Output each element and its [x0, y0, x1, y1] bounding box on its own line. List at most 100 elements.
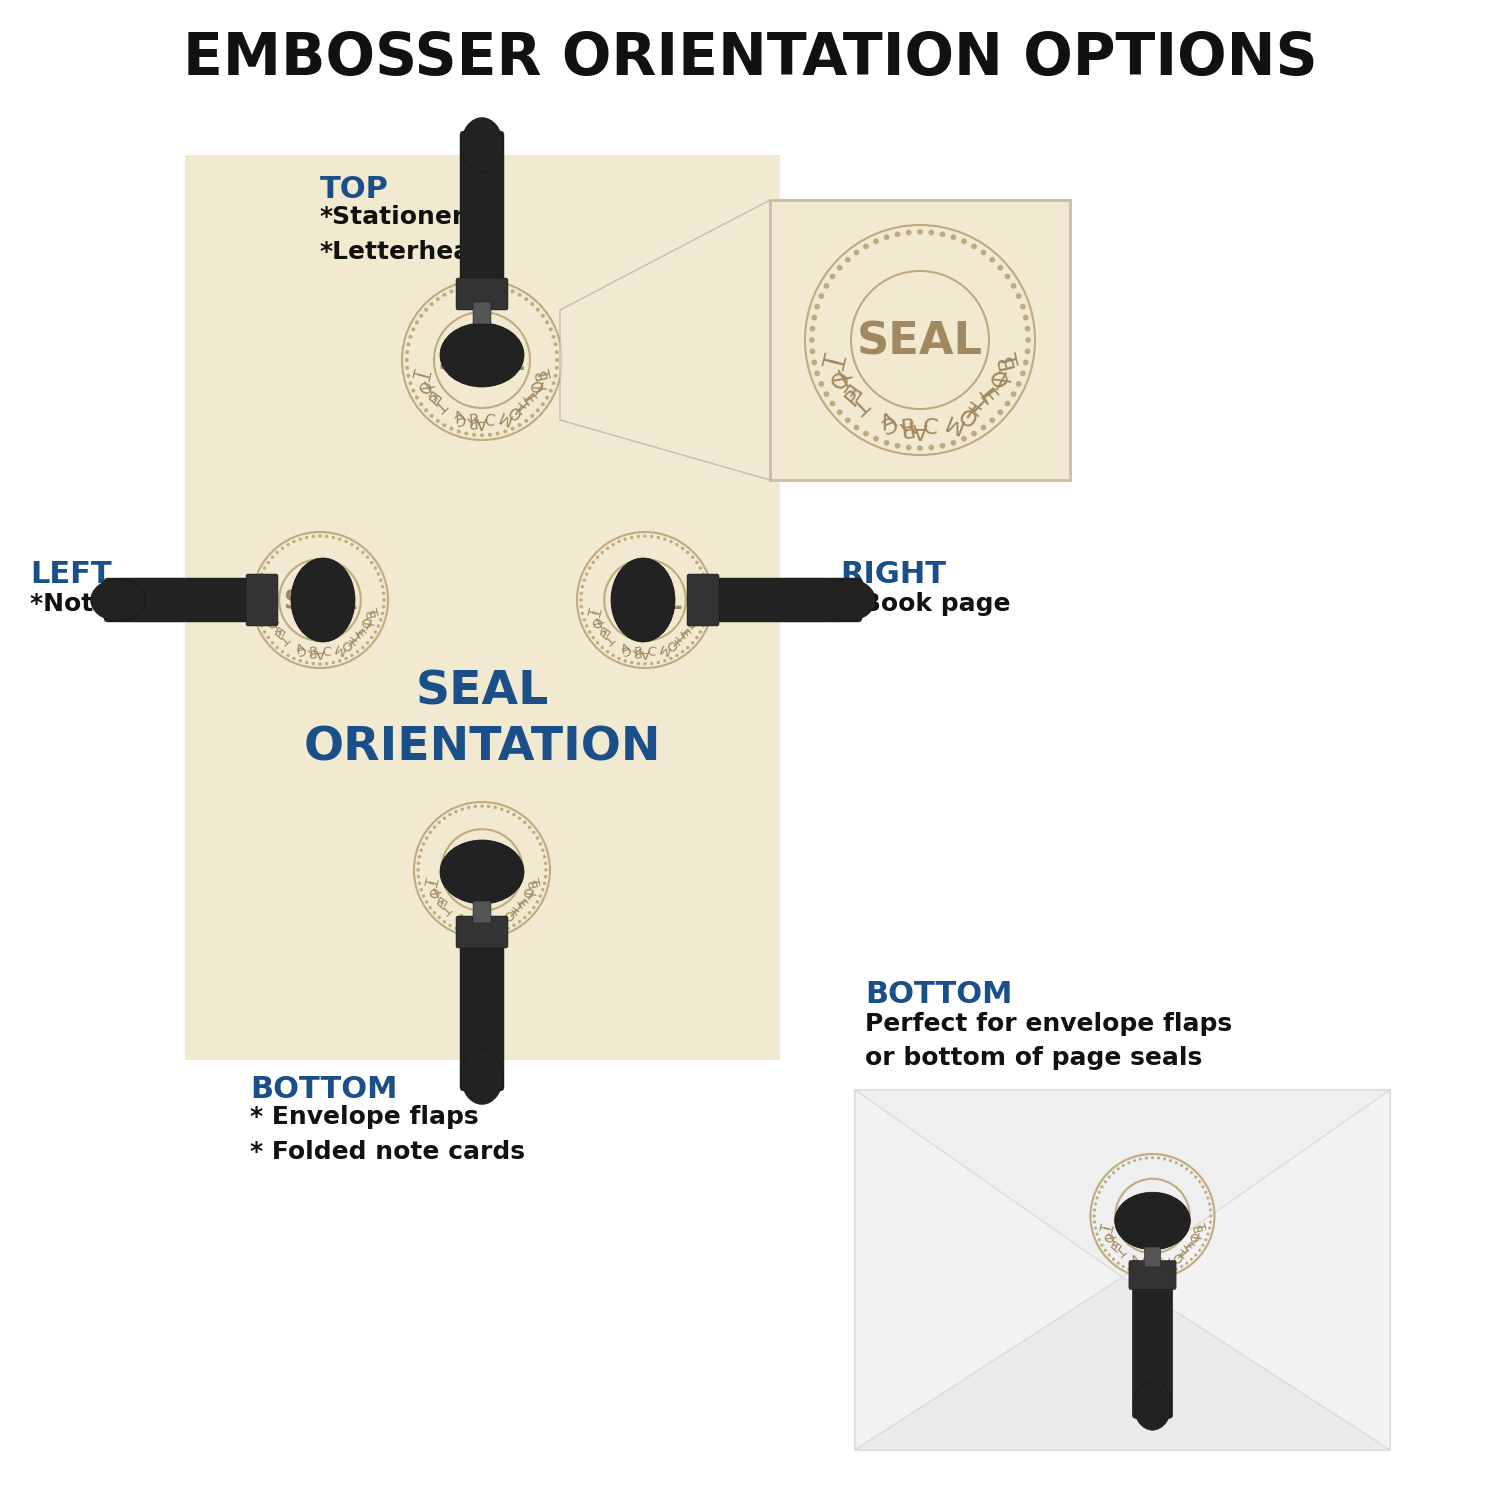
Text: *Stationery
*Letterhead: *Stationery *Letterhead	[320, 206, 489, 264]
FancyBboxPatch shape	[456, 916, 509, 948]
Circle shape	[544, 868, 548, 871]
Circle shape	[419, 402, 423, 406]
Circle shape	[830, 400, 836, 406]
Circle shape	[543, 855, 546, 858]
Circle shape	[596, 640, 598, 645]
Circle shape	[675, 543, 678, 546]
FancyBboxPatch shape	[472, 302, 490, 324]
Text: A: A	[1130, 1252, 1142, 1268]
Circle shape	[702, 573, 705, 576]
Text: T: T	[958, 400, 982, 424]
Circle shape	[1098, 1238, 1101, 1242]
Text: T: T	[518, 892, 532, 908]
FancyBboxPatch shape	[855, 1090, 1390, 1450]
Circle shape	[862, 430, 868, 436]
Circle shape	[510, 290, 515, 294]
Text: SEAL: SEAL	[438, 348, 526, 376]
Circle shape	[326, 534, 328, 538]
Circle shape	[928, 230, 934, 236]
Circle shape	[1024, 326, 1030, 332]
Circle shape	[606, 650, 609, 654]
Ellipse shape	[90, 579, 146, 621]
Circle shape	[411, 327, 416, 332]
Circle shape	[644, 662, 646, 666]
Circle shape	[406, 342, 411, 346]
FancyBboxPatch shape	[1130, 1260, 1176, 1290]
Text: C: C	[922, 417, 939, 440]
Circle shape	[681, 650, 684, 654]
Circle shape	[474, 932, 477, 936]
Circle shape	[1024, 348, 1030, 354]
Circle shape	[536, 900, 538, 903]
Text: R: R	[466, 914, 478, 928]
Text: Perfect for envelope flaps
or bottom of page seals: Perfect for envelope flaps or bottom of …	[865, 1013, 1232, 1070]
Circle shape	[1204, 1191, 1208, 1194]
Circle shape	[466, 932, 471, 934]
Circle shape	[524, 821, 526, 824]
Circle shape	[894, 442, 900, 448]
Circle shape	[812, 315, 818, 321]
Text: T: T	[994, 351, 1017, 369]
FancyBboxPatch shape	[694, 578, 862, 622]
Circle shape	[374, 630, 376, 633]
Text: T: T	[674, 630, 688, 645]
Text: T: T	[1184, 1238, 1198, 1251]
Text: T: T	[438, 900, 453, 915]
Circle shape	[298, 537, 302, 542]
Circle shape	[262, 630, 267, 633]
Text: T: T	[822, 351, 844, 369]
Circle shape	[280, 546, 284, 550]
Circle shape	[448, 813, 452, 816]
Text: X: X	[426, 885, 442, 898]
Text: X: X	[358, 616, 375, 632]
Text: O: O	[956, 402, 981, 427]
Circle shape	[1005, 273, 1011, 279]
Text: R: R	[633, 645, 644, 658]
Text: T: T	[350, 630, 363, 645]
Ellipse shape	[821, 579, 876, 621]
Circle shape	[436, 419, 439, 423]
Circle shape	[663, 537, 666, 542]
Text: T: T	[1100, 1222, 1113, 1232]
Text: B: B	[994, 351, 1017, 370]
Circle shape	[356, 650, 360, 654]
Circle shape	[884, 234, 890, 240]
Circle shape	[405, 350, 410, 354]
FancyBboxPatch shape	[770, 200, 1070, 480]
Text: O: O	[684, 614, 700, 628]
Circle shape	[510, 426, 515, 430]
Text: O: O	[360, 614, 376, 628]
Text: T: T	[509, 402, 525, 420]
Text: T: T	[586, 608, 602, 618]
Text: T: T	[524, 387, 542, 404]
FancyBboxPatch shape	[184, 154, 780, 1060]
Circle shape	[460, 807, 464, 812]
Circle shape	[1156, 1156, 1160, 1160]
Circle shape	[939, 231, 945, 237]
Text: SEAL: SEAL	[608, 590, 682, 615]
Circle shape	[276, 646, 279, 650]
Text: T: T	[586, 608, 602, 618]
Text: R: R	[900, 417, 918, 440]
Circle shape	[663, 658, 666, 663]
Circle shape	[669, 657, 672, 660]
Circle shape	[494, 932, 496, 934]
Circle shape	[532, 906, 536, 909]
Circle shape	[536, 837, 538, 840]
Circle shape	[544, 396, 549, 399]
Text: T: T	[356, 622, 370, 638]
Text: A: A	[477, 414, 488, 429]
Text: M: M	[940, 410, 966, 435]
Circle shape	[419, 882, 422, 885]
Circle shape	[538, 894, 542, 897]
Circle shape	[267, 636, 270, 639]
Text: R: R	[630, 644, 640, 658]
Circle shape	[830, 273, 836, 279]
Circle shape	[318, 662, 321, 666]
Circle shape	[405, 358, 410, 362]
Text: A: A	[315, 646, 324, 658]
Circle shape	[1116, 1167, 1120, 1170]
Circle shape	[382, 598, 386, 602]
Circle shape	[1092, 1215, 1096, 1218]
Text: P: P	[427, 392, 444, 410]
